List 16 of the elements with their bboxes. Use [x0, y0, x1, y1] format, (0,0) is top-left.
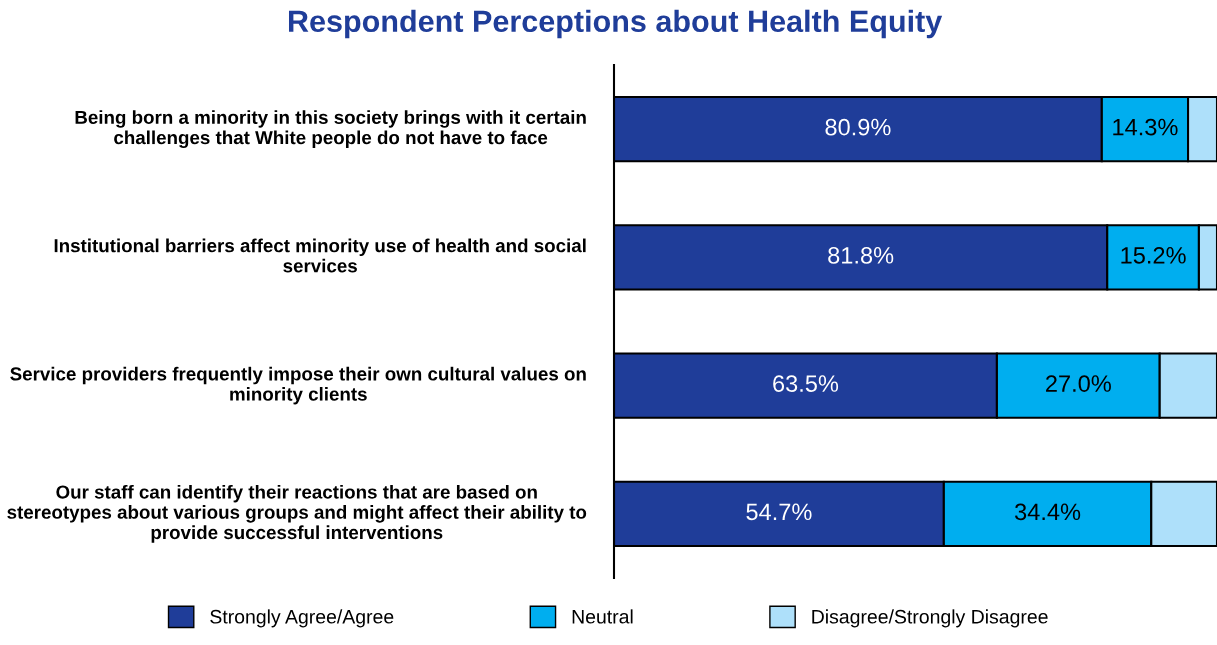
data-label: 34.4% [1014, 503, 1081, 521]
y-tick-label: Being born a minority in this society brings with it certain challenges that White people do not have to face [75, 110, 586, 149]
y-tick-label: Institutional barriers affect minority use of health and social services [54, 238, 586, 273]
y-tick-label: Our staff can identify their reactions that are based on stereotypes about various groups and might affect their ability to provide successful interventions [7, 484, 587, 543]
chart-title: Respondent Perceptions about Health Equity [288, 9, 943, 39]
legend-label: Disagree/Strongly Disagree [812, 609, 1048, 628]
data-label: 27.0% [1046, 375, 1111, 392]
legend-label: Neutral [572, 609, 633, 624]
data-label: 54.7% [746, 503, 812, 521]
data-label: 63.5% [773, 375, 839, 392]
data-label: 80.9% [825, 118, 891, 136]
y-tick-label: Service providers frequently impose their own cultural values on minority clients [10, 366, 586, 405]
data-label: 81.8% [828, 246, 894, 264]
legend-label: Strongly Agree/Agree [210, 609, 394, 628]
data-label: 14.3% [1113, 118, 1178, 136]
data-label: 15.2% [1121, 246, 1186, 264]
